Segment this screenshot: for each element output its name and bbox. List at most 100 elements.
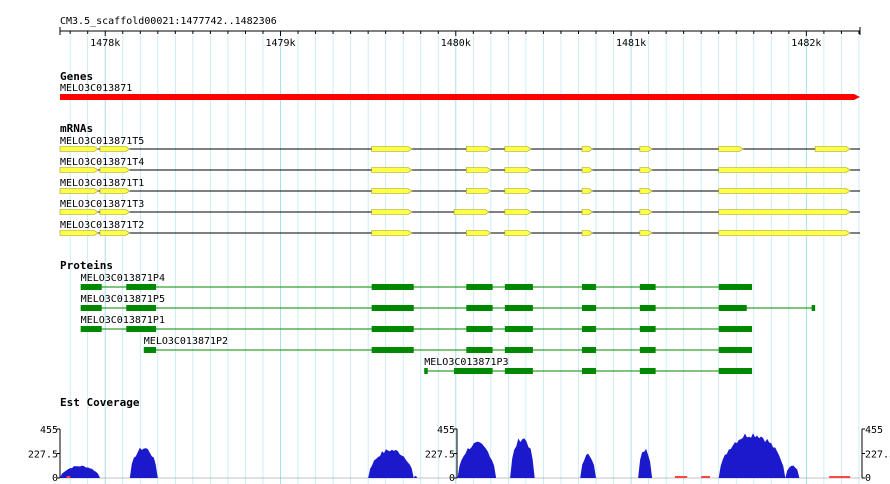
ruler-marks: 1478k 1479k 1480k 1481k 1482k xyxy=(59,27,861,49)
protein-cds-block xyxy=(454,368,493,374)
protein-cds-block xyxy=(581,284,597,290)
mrna-label: MELO3C013871T4 xyxy=(60,157,144,168)
mrna-exon xyxy=(59,230,99,236)
protein-cds-block xyxy=(466,326,493,332)
genes-track: MELO3C013871 xyxy=(60,83,860,100)
coverage-axis-label: 227.5 xyxy=(28,450,58,461)
mrna-exon xyxy=(59,167,99,173)
coverage-peak xyxy=(580,453,597,478)
est-coverage-track-title: Est Coverage xyxy=(60,396,140,409)
protein-cds-block xyxy=(581,305,597,311)
mrna-exon xyxy=(466,230,492,236)
mrna-exon xyxy=(59,209,99,215)
region-label: CM3.5_scaffold00021:1477742..1482306 xyxy=(60,16,277,27)
coverage-low-segment xyxy=(674,476,688,478)
protein-cds-block xyxy=(504,284,533,290)
coverage-peak xyxy=(60,465,100,478)
mrna-exon xyxy=(59,146,99,152)
protein-label: MELO3C013871P1 xyxy=(81,315,165,326)
coverage-peak xyxy=(129,447,158,478)
ruler-tick-label: 1478k xyxy=(90,38,120,49)
protein-cds-block xyxy=(639,326,656,332)
protein-cds-block xyxy=(80,326,102,332)
protein-label: MELO3C013871P5 xyxy=(81,294,165,305)
mrna-exon xyxy=(504,230,532,236)
mrna-exon xyxy=(504,146,532,152)
mrna-exon xyxy=(581,167,594,173)
mrna-exon xyxy=(639,209,653,215)
protein-cds-block xyxy=(581,368,597,374)
mrna-label: MELO3C013871T3 xyxy=(60,199,144,210)
mrna-label: MELO3C013871T2 xyxy=(60,220,144,231)
protein-cds-block xyxy=(504,326,533,332)
mrna-exon xyxy=(639,230,653,236)
mrna-exon xyxy=(466,146,492,152)
ruler-track: CM3.5_scaffold00021:1477742..1482306 147… xyxy=(59,16,861,49)
protein-label: MELO3C013871P2 xyxy=(144,336,228,347)
mrna-exon xyxy=(581,230,594,236)
coverage-low-segment xyxy=(701,476,710,478)
protein-cds-block xyxy=(581,347,597,353)
coverage-peak xyxy=(413,476,418,478)
grid-lines xyxy=(69,36,860,484)
protein-cds-block xyxy=(126,305,157,311)
mrna-exon xyxy=(99,167,131,173)
mrna-exon xyxy=(504,167,532,173)
protein-cds-block xyxy=(718,347,753,353)
protein-cds-block xyxy=(504,368,533,374)
coverage-axis-label: 0 xyxy=(449,473,455,484)
mrna-exon xyxy=(718,230,851,236)
mrna-exon xyxy=(639,167,653,173)
mrna-exon xyxy=(99,209,131,215)
protein-cds-block xyxy=(80,305,102,311)
protein-cds-block xyxy=(639,305,656,311)
mrna-exon xyxy=(581,209,594,215)
protein-cds-block xyxy=(639,347,656,353)
mrna-exon xyxy=(371,167,413,173)
mrna-exon xyxy=(718,167,851,173)
protein-cds-block xyxy=(371,284,414,290)
mrna-exon xyxy=(718,209,851,215)
mrna-exon xyxy=(718,146,744,152)
coverage-axis-label: 227.5 xyxy=(865,450,890,461)
mrna-exon xyxy=(639,188,653,194)
coverage-peak xyxy=(457,441,497,478)
protein-cds-block xyxy=(581,326,597,332)
coverage-peak xyxy=(510,438,535,478)
protein-cds-block xyxy=(143,347,157,353)
mrna-exon xyxy=(99,146,131,152)
coverage-axis-label: 455 xyxy=(437,425,455,436)
mrna-exon xyxy=(371,188,413,194)
protein-cds-block xyxy=(466,305,493,311)
ruler-tick-label: 1479k xyxy=(265,38,295,49)
ruler-tick-label: 1481k xyxy=(616,38,646,49)
protein-cds-block xyxy=(504,305,533,311)
protein-cds-block xyxy=(126,326,157,332)
mrna-exon xyxy=(453,209,490,215)
proteins-track: MELO3C013871P4 MELO3C013871P5 MELO3C013871… xyxy=(80,273,816,374)
ruler-tick-label: 1480k xyxy=(441,38,471,49)
gene-feature xyxy=(60,94,860,100)
protein-cds-block xyxy=(718,305,747,311)
proteins-track-title: Proteins xyxy=(60,259,113,272)
protein-label: MELO3C013871P3 xyxy=(424,357,508,368)
mrna-exon xyxy=(371,146,413,152)
protein-cds-block xyxy=(466,284,493,290)
coverage-low-segment xyxy=(829,476,851,478)
protein-cds-block xyxy=(80,284,102,290)
protein-cds-block xyxy=(718,368,753,374)
mrna-exon xyxy=(99,230,131,236)
protein-cds-block xyxy=(371,347,414,353)
coverage-peak xyxy=(785,465,800,478)
coverage-axis-label: 227.5 xyxy=(425,450,455,461)
protein-cds-block xyxy=(718,284,753,290)
ruler-tick-label: 1482k xyxy=(791,38,821,49)
mrna-exon xyxy=(718,188,851,194)
mrna-exon xyxy=(371,209,413,215)
protein-cds-block xyxy=(371,305,414,311)
mrna-label: MELO3C013871T1 xyxy=(60,178,144,189)
mrna-exon xyxy=(59,188,99,194)
mrna-exon xyxy=(99,188,131,194)
protein-cds-block xyxy=(639,368,656,374)
